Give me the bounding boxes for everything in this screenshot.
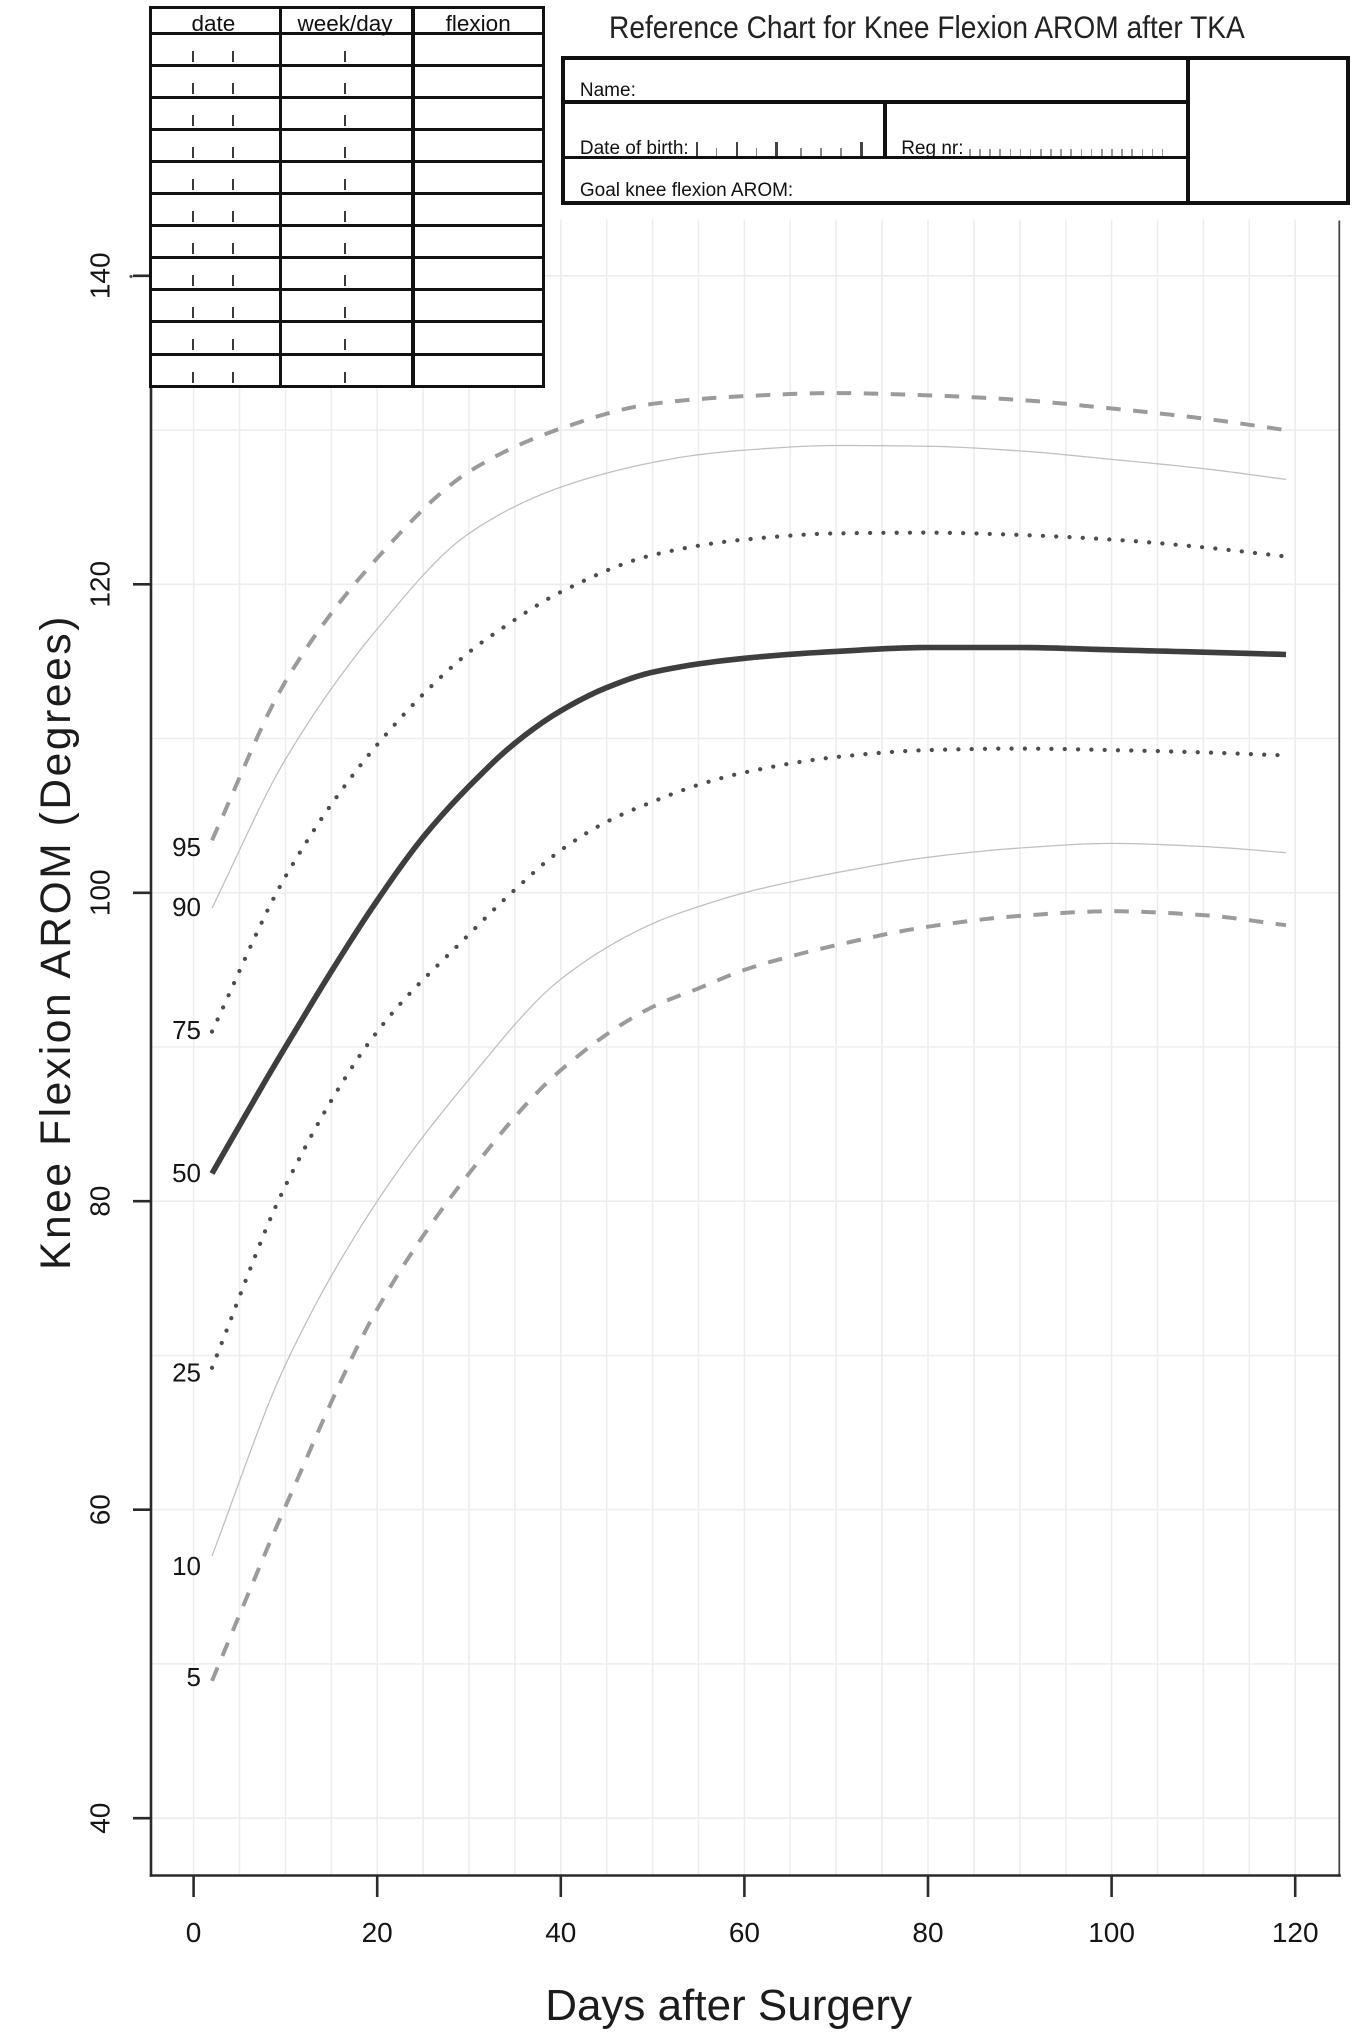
svg-text:120: 120 [1272,1917,1319,1948]
svg-text:20: 20 [362,1917,393,1948]
svg-text:100: 100 [1088,1917,1135,1948]
svg-text:90: 90 [172,892,201,922]
svg-text:60: 60 [729,1917,760,1948]
svg-text:40: 40 [85,1803,116,1834]
svg-text:80: 80 [85,1186,116,1217]
svg-text:120: 120 [85,561,116,608]
svg-text:Knee Flexion AROM (Degrees): Knee Flexion AROM (Degrees) [33,614,80,1270]
svg-text:0: 0 [186,1917,202,1948]
svg-text:50: 50 [172,1158,201,1188]
svg-text:100: 100 [85,869,116,916]
svg-text:40: 40 [545,1917,576,1948]
svg-text:60: 60 [85,1494,116,1525]
svg-text:10: 10 [172,1551,201,1581]
svg-text:95: 95 [172,832,201,862]
svg-text:80: 80 [912,1917,943,1948]
svg-text:5: 5 [187,1662,201,1692]
svg-text:140: 140 [85,252,116,299]
svg-text:75: 75 [172,1015,201,1045]
svg-text:Days after Surgery: Days after Surgery [545,1981,912,2030]
svg-text:25: 25 [172,1358,201,1388]
